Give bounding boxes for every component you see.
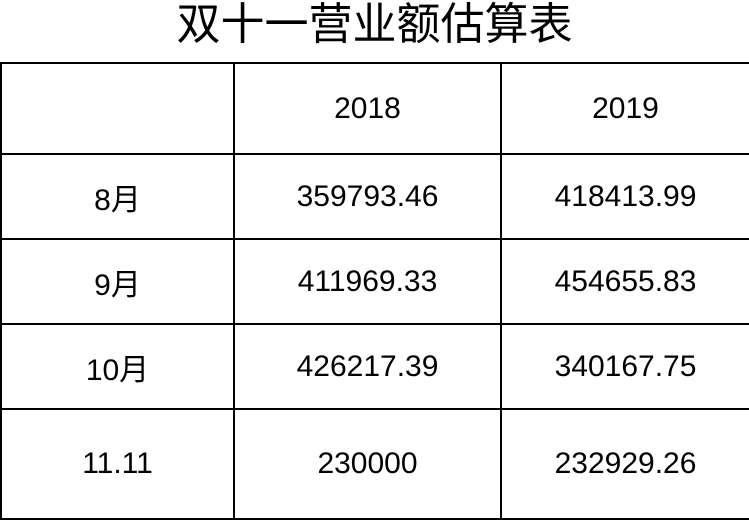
row-label-cell: 9月 bbox=[0, 238, 235, 325]
table-row: 8月 359793.46 418413.99 bbox=[0, 153, 749, 240]
value-cell: 232929.26 bbox=[500, 408, 749, 520]
revenue-table: 2018 2019 8月 359793.46 418413.99 9月 4119… bbox=[0, 62, 749, 520]
value-cell: 418413.99 bbox=[500, 153, 749, 240]
column-header-2018: 2018 bbox=[233, 62, 502, 155]
value-cell: 359793.46 bbox=[233, 153, 502, 240]
value-cell: 230000 bbox=[233, 408, 502, 520]
value-cell: 411969.33 bbox=[233, 238, 502, 325]
table-row: 11.11 230000 232929.26 bbox=[0, 408, 749, 520]
column-header-2019: 2019 bbox=[500, 62, 749, 155]
table-row: 9月 411969.33 454655.83 bbox=[0, 238, 749, 325]
table-header-row: 2018 2019 bbox=[0, 62, 749, 155]
row-label-cell: 10月 bbox=[0, 323, 235, 410]
value-cell: 454655.83 bbox=[500, 238, 749, 325]
table-row: 10月 426217.39 340167.75 bbox=[0, 323, 749, 410]
row-label-cell: 11.11 bbox=[0, 408, 235, 520]
row-label-cell: 8月 bbox=[0, 153, 235, 240]
value-cell: 426217.39 bbox=[233, 323, 502, 410]
page-title: 双十一营业额估算表 bbox=[176, 0, 573, 49]
value-cell: 340167.75 bbox=[500, 323, 749, 410]
corner-header-cell bbox=[0, 62, 235, 155]
